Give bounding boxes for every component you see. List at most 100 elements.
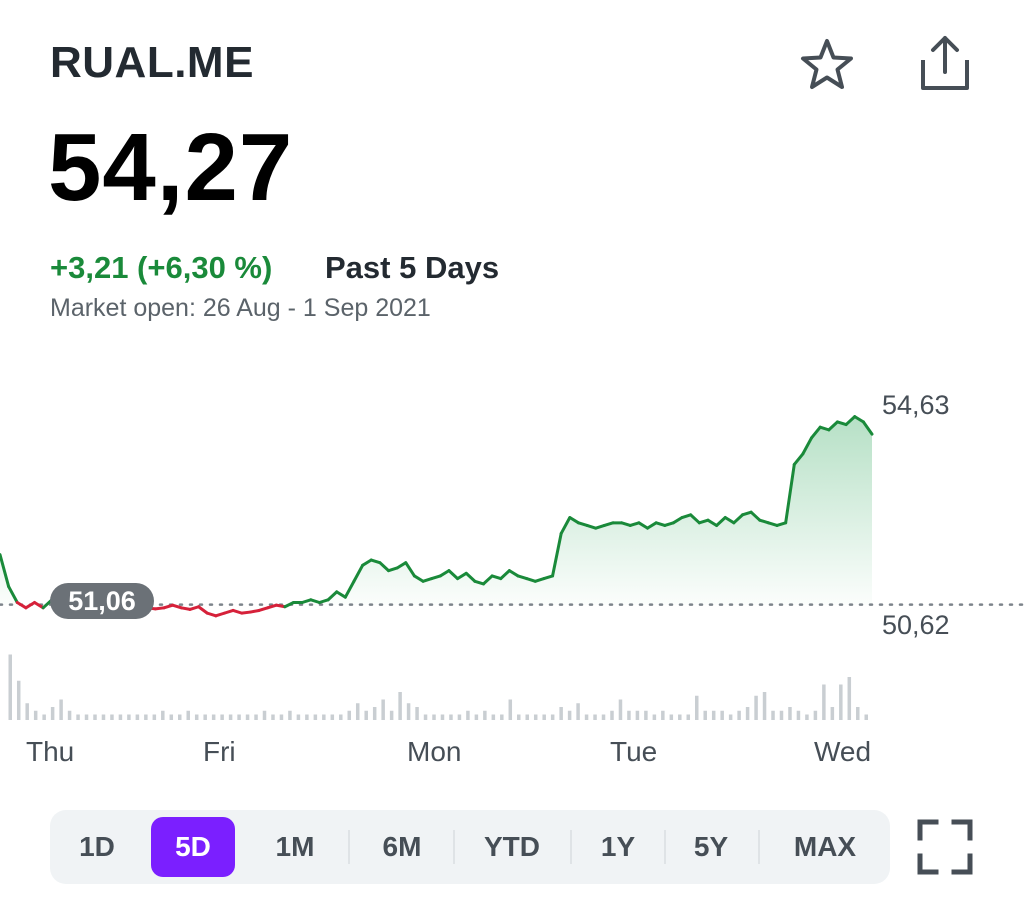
price-line-segment xyxy=(758,518,770,525)
price-line-segment xyxy=(551,531,563,578)
volume-bar xyxy=(33,710,38,720)
volume-bar xyxy=(474,714,479,720)
volume-bar xyxy=(491,714,496,720)
volume-bar xyxy=(779,710,784,720)
price-line-segment xyxy=(827,420,839,432)
volume-bar xyxy=(203,714,207,720)
price-line-segment xyxy=(188,605,201,611)
price-line-segment xyxy=(464,571,477,583)
range-1d-button[interactable]: 1D xyxy=(79,831,115,862)
volume-bar xyxy=(110,714,114,720)
y-tick-high: 54,63 xyxy=(882,390,950,420)
volume-bar xyxy=(93,714,97,720)
volume-bar xyxy=(686,714,691,720)
volume-bar xyxy=(211,714,216,720)
volume-bar xyxy=(398,692,402,720)
volume-bar xyxy=(347,710,352,720)
price-line-segment xyxy=(533,577,546,583)
range-5y-button[interactable]: 5Y xyxy=(693,831,729,862)
range-max-button[interactable]: MAX xyxy=(793,831,857,862)
volume-bar xyxy=(635,710,640,720)
price-line-segment xyxy=(594,523,606,530)
price-line-segment xyxy=(361,558,373,567)
price-line-segment xyxy=(740,510,753,517)
volume-bar xyxy=(864,714,868,720)
price-line-segment xyxy=(0,553,11,589)
price-line-segment xyxy=(585,523,598,530)
range-separator xyxy=(348,830,350,864)
price-line-segment xyxy=(335,590,347,599)
volume-bar xyxy=(703,710,707,720)
price-line-segment xyxy=(620,521,632,527)
volume-bar xyxy=(372,707,377,720)
price-line-segment xyxy=(784,462,796,525)
share-button[interactable] xyxy=(914,30,976,96)
volume-bar xyxy=(533,714,538,720)
volume-bar xyxy=(161,710,165,720)
current-price: 54,27 xyxy=(48,114,294,221)
volume-bar xyxy=(771,710,775,720)
price-line-segment xyxy=(818,425,831,432)
volume-bar xyxy=(500,714,504,720)
price-line-segment xyxy=(801,436,814,456)
volume-bar xyxy=(118,714,123,720)
volume-bar xyxy=(839,684,843,720)
volume-bar xyxy=(737,710,741,720)
watchlist-star-button[interactable] xyxy=(796,34,858,96)
range-separator xyxy=(664,830,666,864)
volume-bar xyxy=(813,710,818,720)
price-line-segment xyxy=(300,598,313,605)
volume-bar xyxy=(381,699,385,720)
volume-bar xyxy=(305,714,309,720)
price-line-segment xyxy=(326,590,339,602)
volume-bar xyxy=(432,714,436,720)
price-line-segment xyxy=(525,577,537,583)
price-line-segment xyxy=(723,516,736,525)
price-line-segment xyxy=(205,611,218,618)
price-line-segment xyxy=(447,569,460,581)
range-6m-button[interactable]: 6M xyxy=(382,831,422,862)
price-line-segment xyxy=(861,420,874,436)
volume-bar xyxy=(567,710,572,720)
price-chart[interactable] xyxy=(0,360,1024,720)
price-line-segment xyxy=(7,585,19,605)
price-line-segment xyxy=(853,415,865,424)
range-1m-button[interactable]: 1M xyxy=(275,831,315,862)
price-line-segment xyxy=(352,563,365,583)
price-line-segment xyxy=(689,513,701,525)
volume-bar xyxy=(847,677,852,720)
volume-bar xyxy=(449,714,453,720)
price-line-segment xyxy=(197,605,209,615)
price-line-segment xyxy=(654,521,667,527)
volume-bar xyxy=(279,714,284,720)
volume-bar xyxy=(694,695,699,720)
price-line-segment xyxy=(266,603,278,610)
volume-bar xyxy=(525,714,529,720)
volume-bar xyxy=(228,714,233,720)
price-line-segment xyxy=(775,521,788,527)
volume-bar xyxy=(330,714,335,720)
volume-bar xyxy=(135,714,140,720)
price-line-segment xyxy=(646,521,658,530)
price-line-segment xyxy=(430,574,442,581)
range-1y-button[interactable]: 1Y xyxy=(600,831,636,862)
price-line-segment xyxy=(421,577,434,583)
volume-bar xyxy=(152,714,157,720)
range-ytd-button[interactable]: YTD xyxy=(484,831,540,862)
volume-bar xyxy=(711,710,716,720)
volume-bar xyxy=(559,707,563,720)
volume-bar xyxy=(313,714,318,720)
volume-bar xyxy=(661,710,665,720)
fullscreen-button[interactable] xyxy=(914,816,976,878)
price-line-segment xyxy=(749,510,762,522)
range-5d-button[interactable]: 5D xyxy=(151,817,235,877)
volume-bar xyxy=(415,707,419,720)
x-tick-fri: Fri xyxy=(203,736,236,767)
volume-bar xyxy=(262,710,267,720)
price-line-segment xyxy=(231,608,244,615)
price-line-segment xyxy=(559,516,572,535)
price-line-segment xyxy=(438,569,451,578)
price-line-segment xyxy=(395,561,408,570)
price-line-segment xyxy=(568,516,580,525)
volume-bar xyxy=(8,654,12,720)
